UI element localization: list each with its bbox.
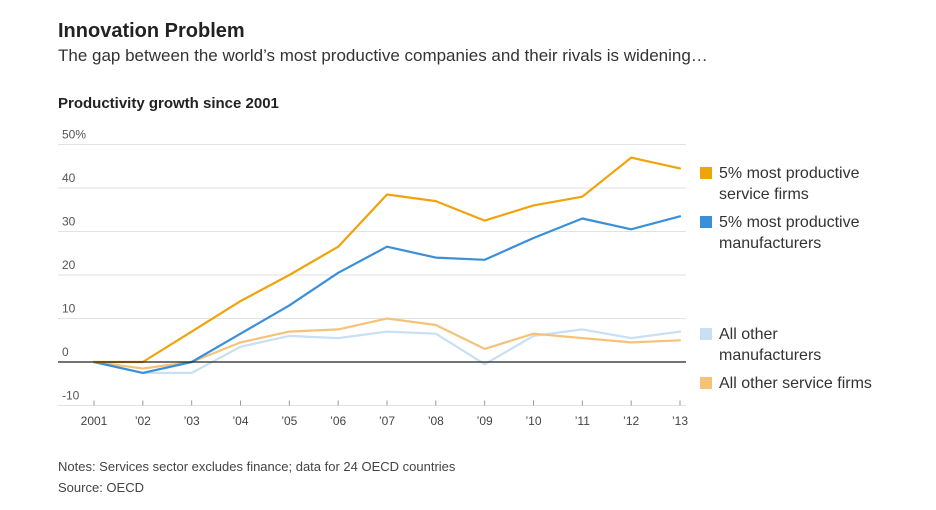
legend-label: All other (719, 326, 778, 343)
legend-swatch (700, 216, 712, 228)
x-tick-label: ’04 (232, 414, 248, 428)
legend-label: manufacturers (719, 235, 821, 252)
y-tick-label: 30 (62, 215, 76, 229)
series-line-3 (92, 328, 682, 374)
y-tick-label: 10 (62, 302, 76, 316)
legend-label: All other service firms (719, 375, 872, 392)
legend-swatch (700, 328, 712, 340)
x-tick-label: ’02 (135, 414, 151, 428)
series-line-4 (92, 317, 682, 370)
page-subtitle: The gap between the world’s most product… (58, 46, 708, 65)
x-tick-label: ’06 (330, 414, 346, 428)
page-title: Innovation Problem (58, 20, 245, 42)
source-text: Source: OECD (58, 480, 144, 495)
legend-label: 5% most productive (719, 214, 860, 231)
series-line-1 (92, 156, 682, 364)
x-tick-label: ’12 (623, 414, 639, 428)
x-tick-label: ’03 (184, 414, 200, 428)
legend-label: service firms (719, 186, 809, 203)
chart-title: Productivity growth since 2001 (58, 95, 279, 112)
legend-label: 5% most productive (719, 165, 860, 182)
y-tick-label: 20 (62, 258, 76, 272)
x-tick-label: ’11 (575, 414, 590, 428)
x-tick-label: ’09 (477, 414, 493, 428)
y-tick-label: 50% (62, 128, 86, 142)
x-tick-label: ’10 (525, 414, 541, 428)
x-tick-label: 2001 (81, 414, 108, 428)
y-tick-label: -10 (62, 389, 80, 403)
legend-swatch (700, 377, 712, 389)
legend-label: manufacturers (719, 347, 821, 364)
series-line-2 (92, 215, 682, 374)
x-tick-label: ’05 (281, 414, 297, 428)
x-tick-label: ’13 (672, 414, 688, 428)
notes-text: Notes: Services sector excludes finance;… (58, 459, 456, 474)
y-tick-label: 0 (62, 345, 69, 359)
y-tick-label: 40 (62, 171, 76, 185)
legend-swatch (700, 167, 712, 179)
chart-notes: Notes: Services sector excludes finance;… (58, 456, 455, 498)
x-tick-label: ’08 (428, 414, 444, 428)
x-tick-label: ’07 (379, 414, 395, 428)
